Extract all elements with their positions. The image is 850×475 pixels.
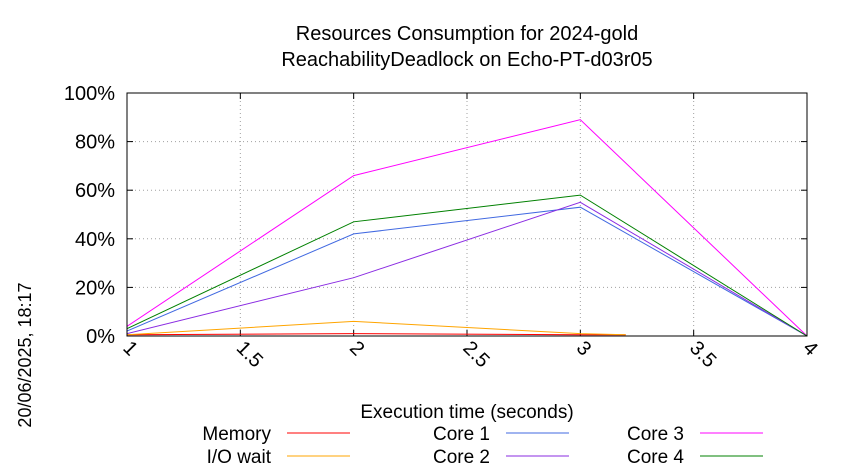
x-axis-ticks: 1 1.5 2 2.5 3 3.5 4 <box>118 93 822 372</box>
y-tick-label: 80% <box>75 132 115 154</box>
series-line-core-2 <box>126 201 808 337</box>
x-tick-label: 3 <box>572 337 595 360</box>
x-tick-label: 1 <box>118 337 141 360</box>
legend-label: Core 2 <box>433 447 490 468</box>
series-line-i-o-wait <box>126 320 626 336</box>
legend-label: Core 4 <box>627 447 684 468</box>
series-line-core-3 <box>126 119 808 337</box>
x-tick-label: 2.5 <box>458 337 493 372</box>
legend-label: Memory <box>202 424 271 445</box>
series-lines <box>126 119 808 337</box>
y-tick-label: 60% <box>75 180 115 202</box>
x-tick-label: 4 <box>798 337 821 360</box>
x-tick-label: 3.5 <box>685 337 720 372</box>
series-line-core-4 <box>126 194 808 337</box>
y-tick-label: 100% <box>64 83 115 105</box>
timestamp-label: 20/06/2025, 18:17 <box>15 282 35 427</box>
chart-title-line-1: Resources Consumption for 2024-gold <box>296 23 638 45</box>
plot-frame <box>126 92 808 337</box>
legend-label: Core 1 <box>433 424 490 445</box>
series-line-core-1 <box>126 206 808 337</box>
x-tick-label: 2 <box>345 337 368 360</box>
y-axis-ticks: 0% 20% 40% 60% 80% 100% <box>64 83 807 348</box>
y-tick-label: 40% <box>75 229 115 251</box>
series-line-memory <box>126 333 626 336</box>
x-axis-label: Execution time (seconds) <box>360 402 573 423</box>
x-tick-label: 1.5 <box>232 337 267 372</box>
chart-title-line-2: ReachabilityDeadlock on Echo-PT-d03r05 <box>281 49 652 71</box>
legend-label: I/O wait <box>207 447 272 468</box>
y-tick-label: 20% <box>75 277 115 299</box>
y-tick-label: 0% <box>86 326 115 348</box>
legend-label: Core 3 <box>627 424 684 445</box>
grid-lines <box>127 93 807 336</box>
